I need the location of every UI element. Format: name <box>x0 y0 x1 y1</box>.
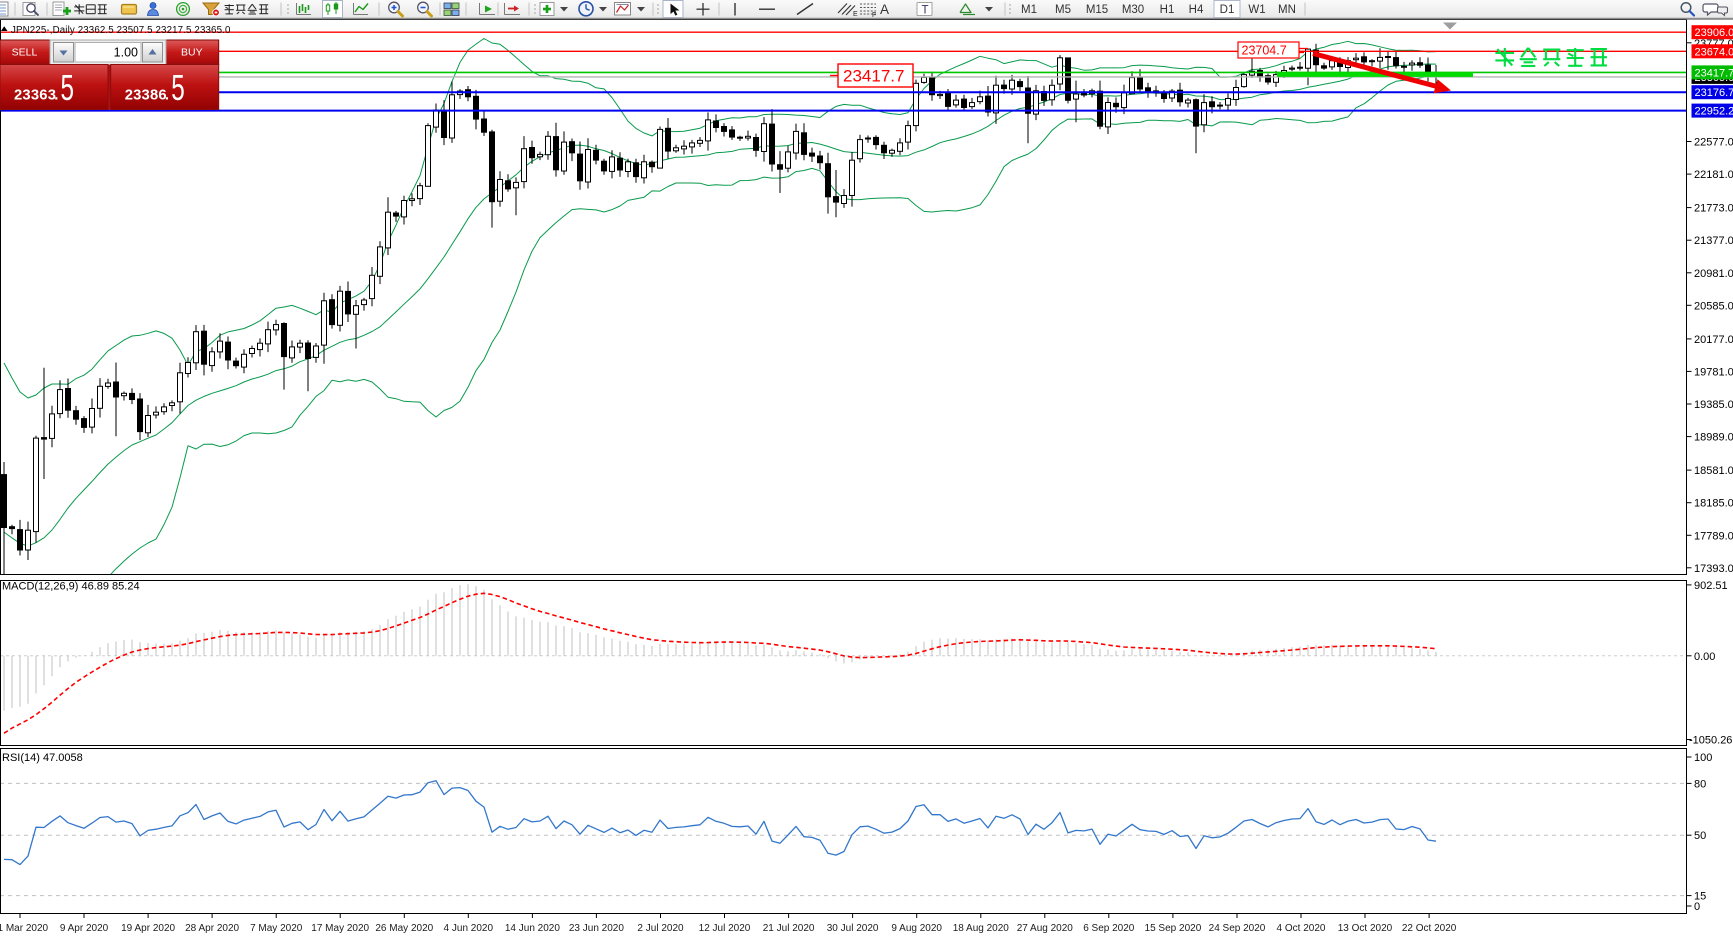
svg-text:19781.0: 19781.0 <box>1694 366 1733 378</box>
svg-text:5: 5 <box>171 67 185 108</box>
svg-text:80: 80 <box>1694 778 1706 790</box>
svg-text:24 Sep 2020: 24 Sep 2020 <box>1209 923 1266 934</box>
svg-text:BUY: BUY <box>181 47 203 59</box>
svg-text:27 Aug 2020: 27 Aug 2020 <box>1017 923 1074 934</box>
svg-text:20585.0: 20585.0 <box>1694 300 1733 312</box>
svg-text:MACD(12,26,9) 46.89 85.24: MACD(12,26,9) 46.89 85.24 <box>2 581 140 593</box>
svg-text:23674.0: 23674.0 <box>1695 46 1733 58</box>
svg-text:4 Jun 2020: 4 Jun 2020 <box>444 923 494 934</box>
svg-text:9 Apr 2020: 9 Apr 2020 <box>60 923 109 934</box>
svg-text:50: 50 <box>1694 830 1706 842</box>
svg-text:28 Apr 2020: 28 Apr 2020 <box>185 923 239 934</box>
svg-text:23704.7: 23704.7 <box>1242 44 1287 58</box>
svg-text:20981.0: 20981.0 <box>1694 268 1733 280</box>
svg-text:17 May 2020: 17 May 2020 <box>311 923 369 934</box>
svg-text:23906.0: 23906.0 <box>1695 27 1733 39</box>
svg-text:19385.0: 19385.0 <box>1694 399 1733 411</box>
svg-text:21 Jul 2020: 21 Jul 2020 <box>763 923 815 934</box>
svg-text:26 May 2020: 26 May 2020 <box>375 923 433 934</box>
svg-text:22952.2: 22952.2 <box>1695 106 1733 118</box>
svg-text:T: T <box>922 5 929 17</box>
svg-text:5: 5 <box>61 67 75 108</box>
svg-text:H4: H4 <box>1189 4 1204 16</box>
svg-text:18581.0: 18581.0 <box>1694 465 1733 477</box>
svg-text:H1: H1 <box>1160 4 1175 16</box>
svg-text:.: . <box>54 87 58 104</box>
svg-text:31 Mar 2020: 31 Mar 2020 <box>0 923 49 934</box>
svg-text:30 Jul 2020: 30 Jul 2020 <box>827 923 879 934</box>
svg-text:23417.7: 23417.7 <box>843 67 904 86</box>
svg-text:22181.0: 22181.0 <box>1694 169 1733 181</box>
svg-text:19 Apr 2020: 19 Apr 2020 <box>121 923 175 934</box>
svg-text:4 Oct 2020: 4 Oct 2020 <box>1277 923 1326 934</box>
svg-text:17789.0: 17789.0 <box>1694 530 1733 542</box>
svg-text:-1050.26: -1050.26 <box>1689 735 1732 747</box>
svg-text:MN: MN <box>1278 4 1296 16</box>
svg-text:15 Sep 2020: 15 Sep 2020 <box>1145 923 1202 934</box>
svg-text:22 Oct 2020: 22 Oct 2020 <box>1402 923 1457 934</box>
svg-text:F: F <box>872 12 876 19</box>
svg-text:100: 100 <box>1694 752 1712 764</box>
svg-text:RSI(14) 47.0058: RSI(14) 47.0058 <box>2 752 83 764</box>
svg-text:D1: D1 <box>1220 4 1235 16</box>
svg-text:23417.7: 23417.7 <box>1695 67 1733 79</box>
svg-text:9 Aug 2020: 9 Aug 2020 <box>891 923 942 934</box>
svg-text:13 Oct 2020: 13 Oct 2020 <box>1338 923 1393 934</box>
svg-text:7 May 2020: 7 May 2020 <box>250 923 303 934</box>
svg-text:23363: 23363 <box>14 88 56 104</box>
svg-text:2 Jul 2020: 2 Jul 2020 <box>637 923 684 934</box>
svg-text:A: A <box>880 2 889 17</box>
svg-text:0.00: 0.00 <box>1694 651 1715 663</box>
svg-text:23 Jun 2020: 23 Jun 2020 <box>569 923 624 934</box>
svg-text:.: . <box>165 87 169 104</box>
svg-text:22577.0: 22577.0 <box>1694 137 1733 149</box>
svg-text:M30: M30 <box>1122 4 1144 16</box>
svg-text:M1: M1 <box>1021 4 1037 16</box>
svg-text:21773.0: 21773.0 <box>1694 203 1733 215</box>
svg-text:SELL: SELL <box>12 47 38 59</box>
svg-text:23386: 23386 <box>125 88 167 104</box>
svg-text:17393.0: 17393.0 <box>1694 563 1733 575</box>
svg-text:14 Jun 2020: 14 Jun 2020 <box>505 923 560 934</box>
svg-text:1.00: 1.00 <box>114 46 138 60</box>
svg-text:E: E <box>853 11 858 18</box>
svg-text:M15: M15 <box>1086 4 1108 16</box>
svg-text:18 Aug 2020: 18 Aug 2020 <box>953 923 1010 934</box>
svg-text:902.51: 902.51 <box>1694 580 1728 592</box>
svg-text:23176.7: 23176.7 <box>1695 87 1733 99</box>
svg-text:12 Jul 2020: 12 Jul 2020 <box>699 923 751 934</box>
svg-text:6 Sep 2020: 6 Sep 2020 <box>1083 923 1135 934</box>
svg-text:21377.0: 21377.0 <box>1694 235 1733 247</box>
svg-text:18989.0: 18989.0 <box>1694 432 1733 444</box>
svg-text:JPN225-,Daily 23362.5 23507.5: JPN225-,Daily 23362.5 23507.5 23217.5 23… <box>11 25 231 36</box>
svg-text:18185.0: 18185.0 <box>1694 498 1733 510</box>
svg-text:W1: W1 <box>1248 4 1265 16</box>
svg-text:15: 15 <box>1694 891 1706 903</box>
svg-text:M5: M5 <box>1055 4 1071 16</box>
svg-text:20177.0: 20177.0 <box>1694 334 1733 346</box>
svg-text:0: 0 <box>1694 901 1700 913</box>
